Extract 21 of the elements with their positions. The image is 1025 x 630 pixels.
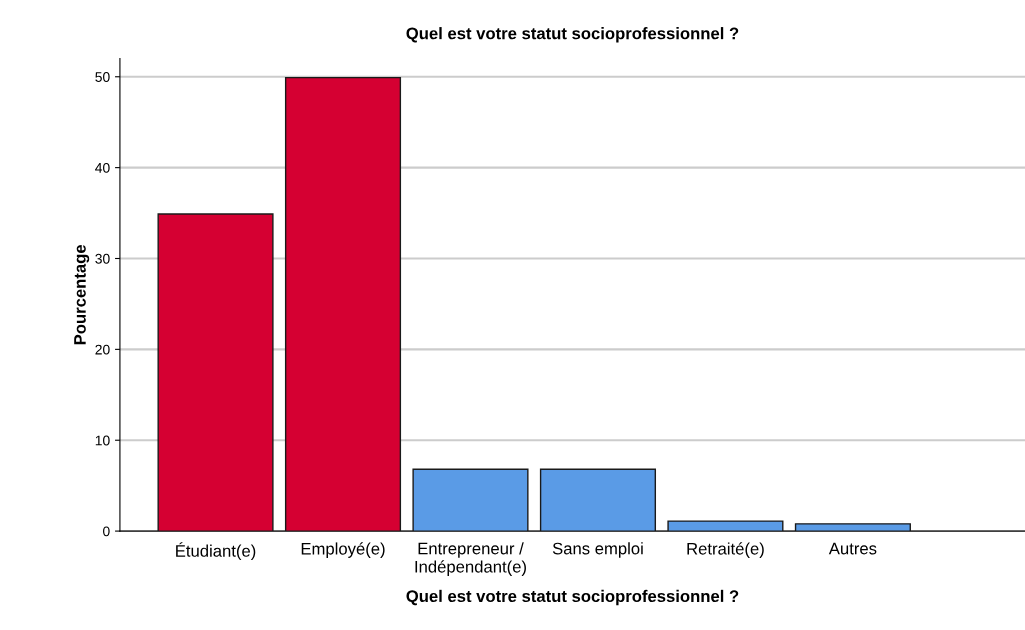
x-axis-title: Quel est votre statut socioprofessionnel ? <box>406 589 739 606</box>
bar <box>794 523 911 532</box>
y-tick-label: 10 <box>95 435 110 446</box>
bar <box>157 213 274 532</box>
bar <box>284 76 402 532</box>
x-tick-label: Étudiant(e) <box>176 542 256 561</box>
chart-title: Quel est votre statut socioprofessionnel ? <box>406 27 739 43</box>
bar <box>539 468 657 532</box>
x-tick-label: Retraité(e) <box>687 542 764 558</box>
y-tick-label: 30 <box>95 253 110 264</box>
bar <box>412 468 529 532</box>
x-tick-label: Employé(e) <box>301 542 385 558</box>
y-tick-label: 0 <box>103 526 110 537</box>
y-tick-label: 50 <box>95 72 110 82</box>
bar <box>667 520 784 532</box>
y-tick-label: 40 <box>95 162 110 173</box>
x-tick-label: Autres <box>828 542 877 555</box>
x-tick-label: Sans emploi <box>552 542 643 558</box>
y-tick-label: 20 <box>95 344 110 355</box>
x-tick-label: Entrepreneur / Indépendant(e) <box>415 542 526 576</box>
y-axis-title: Pourcentage <box>74 244 90 345</box>
